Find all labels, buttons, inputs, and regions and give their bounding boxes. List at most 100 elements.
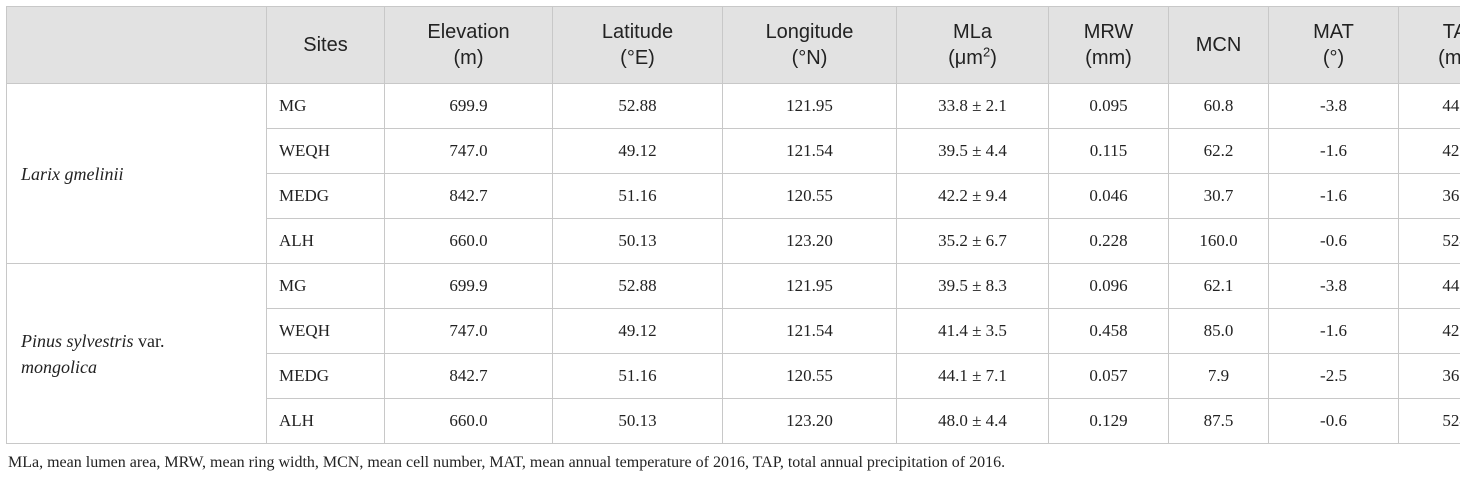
cell-latitude: 52.88 [552, 83, 723, 129]
cell-mla: 44.1 ± 7.1 [896, 353, 1049, 399]
cell-mrw: 0.458 [1048, 308, 1169, 354]
header-elevation: Elevation (m) [384, 6, 553, 84]
cell-mla: 41.4 ± 3.5 [896, 308, 1049, 354]
table-row: Larix gmelinii MG 699.9 52.88 121.95 33.8 ± 2… [6, 83, 1460, 264]
table-row: ALH 660.0 50.13 123.20 48.0 ± 4.4 0.129 87.5 -0… [7, 398, 1460, 444]
cell-latitude: 51.16 [552, 353, 723, 399]
header-mat: MAT (°) [1268, 6, 1399, 84]
cell-mcn: 87.5 [1168, 398, 1269, 444]
table-row: ALH 660.0 50.13 123.20 35.2 ± 6.7 0.228 160.0-… [7, 218, 1460, 264]
header-mcn-label: MCN [1195, 34, 1242, 56]
header-mla-label: MLa [953, 21, 992, 43]
table-container: Sites Elevation (m) Latitude (°E) Longitude (°… [6, 6, 1460, 472]
species-name: Larix gmelinii [6, 83, 267, 264]
cell-tap: 443.9 [1398, 83, 1460, 129]
cell-longitude: 121.54 [722, 308, 897, 354]
cell-site: ALH [266, 218, 385, 264]
header-tap-unit: (mm) [1438, 47, 1460, 69]
cell-longitude: 123.20 [722, 398, 897, 444]
cell-site: WEQH [266, 128, 385, 174]
cell-longitude: 121.54 [722, 128, 897, 174]
cell-elevation: 660.0 [384, 398, 553, 444]
species-name: Pinus sylvestris var. mongolica [6, 263, 267, 444]
cell-longitude: 123.20 [722, 218, 897, 264]
header-mla-unit: (μm2) [948, 44, 997, 69]
cell-mla: 48.0 ± 4.4 [896, 398, 1049, 444]
cell-elevation: 747.0 [384, 128, 553, 174]
cell-tap: 423.3 [1398, 128, 1460, 174]
cell-elevation: 842.7 [384, 173, 553, 219]
cell-elevation: 747.0 [384, 308, 553, 354]
cell-tap: 423.3 [1398, 308, 1460, 354]
cell-elevation: 842.7 [384, 353, 553, 399]
header-mrw: MRW (mm) [1048, 6, 1169, 84]
table-body: Larix gmelinii MG 699.9 52.88 121.95 33.8 ± 2… [6, 83, 1460, 444]
cell-tap: 443.9 [1398, 263, 1460, 309]
cell-mrw: 0.046 [1048, 173, 1169, 219]
header-mrw-unit: (mm) [1085, 47, 1132, 69]
cell-mcn: 30.7 [1168, 173, 1269, 219]
header-latitude-label: Latitude [601, 21, 674, 43]
cell-mcn: 62.2 [1168, 128, 1269, 174]
table-row: WEQH 747.0 49.12 121.54 41.4 ± 3.5 0.458 85.0-… [7, 308, 1460, 354]
header-sites: Sites [266, 6, 385, 84]
header-tap: TAP (mm) [1398, 6, 1460, 84]
cell-latitude: 50.13 [552, 218, 723, 264]
cell-mrw: 0.228 [1048, 218, 1169, 264]
cell-longitude: 121.95 [722, 83, 897, 129]
header-sites-label: Sites [303, 34, 348, 56]
cell-mrw: 0.096 [1048, 263, 1169, 309]
header-longitude-unit: (°N) [791, 47, 828, 69]
header-longitude-label: Longitude [765, 21, 854, 43]
header-elevation-unit: (m) [453, 47, 484, 69]
cell-mla: 35.2 ± 6.7 [896, 218, 1049, 264]
header-latitude-unit: (°E) [620, 47, 655, 69]
cell-latitude: 49.12 [552, 308, 723, 354]
cell-site: MEDG [266, 173, 385, 219]
cell-mrw: 0.129 [1048, 398, 1169, 444]
header-mat-label: MAT [1313, 21, 1354, 43]
cell-latitude: 51.16 [552, 173, 723, 219]
cell-site: ALH [266, 398, 385, 444]
cell-mat: -1.6 [1268, 128, 1399, 174]
cell-tap: 362.9 [1398, 173, 1460, 219]
cell-latitude: 50.13 [552, 398, 723, 444]
cell-mcn: 160.0 [1168, 218, 1269, 264]
cell-tap: 524.6 [1398, 218, 1460, 264]
cell-elevation: 699.9 [384, 263, 553, 309]
cell-mat: -1.6 [1268, 173, 1399, 219]
table-row: WEQH 747.0 49.12 121.54 39.5 ± 4.4 0.115 62.2-… [7, 128, 1460, 174]
cell-site: MEDG [266, 353, 385, 399]
cell-mcn: 85.0 [1168, 308, 1269, 354]
cell-latitude: 49.12 [552, 128, 723, 174]
cell-latitude: 52.88 [552, 263, 723, 309]
cell-mat: -2.5 [1268, 353, 1399, 399]
cell-mat: -3.8 [1268, 83, 1399, 129]
table-row: MEDG 842.7 51.16 120.55 42.2 ± 9.4 0.046 30.7-… [7, 173, 1460, 219]
header-latitude: Latitude (°E) [552, 6, 723, 84]
table-row: Pinus sylvestris var. mongolica MG 699.9 52.… [6, 263, 1460, 444]
cell-site: MG [266, 263, 385, 309]
cell-site: MG [266, 83, 385, 129]
cell-mcn: 60.8 [1168, 83, 1269, 129]
header-mat-unit: (°) [1322, 47, 1345, 69]
cell-mcn: 7.9 [1168, 353, 1269, 399]
header-species-blank [6, 6, 267, 84]
header-longitude: Longitude (°N) [722, 6, 897, 84]
cell-elevation: 699.9 [384, 83, 553, 129]
cell-tap: 524.6 [1398, 398, 1460, 444]
cell-longitude: 120.55 [722, 173, 897, 219]
cell-mat: -0.6 [1268, 398, 1399, 444]
cell-mla: 39.5 ± 8.3 [896, 263, 1049, 309]
cell-site: WEQH [266, 308, 385, 354]
header-mla: MLa (μm2) [896, 6, 1049, 84]
cell-mat: -3.8 [1268, 263, 1399, 309]
cell-mla: 42.2 ± 9.4 [896, 173, 1049, 219]
header-mcn: MCN [1168, 6, 1269, 84]
cell-tap: 362.9 [1398, 353, 1460, 399]
table-footnote: MLa, mean lumen area, MRW, mean ring wid… [8, 454, 1006, 471]
table-row: MEDG 842.7 51.16 120.55 44.1 ± 7.1 0.057 7.9 -2… [7, 353, 1460, 399]
cell-mla: 33.8 ± 2.1 [896, 83, 1049, 129]
cell-longitude: 121.95 [722, 263, 897, 309]
cell-mrw: 0.115 [1048, 128, 1169, 174]
